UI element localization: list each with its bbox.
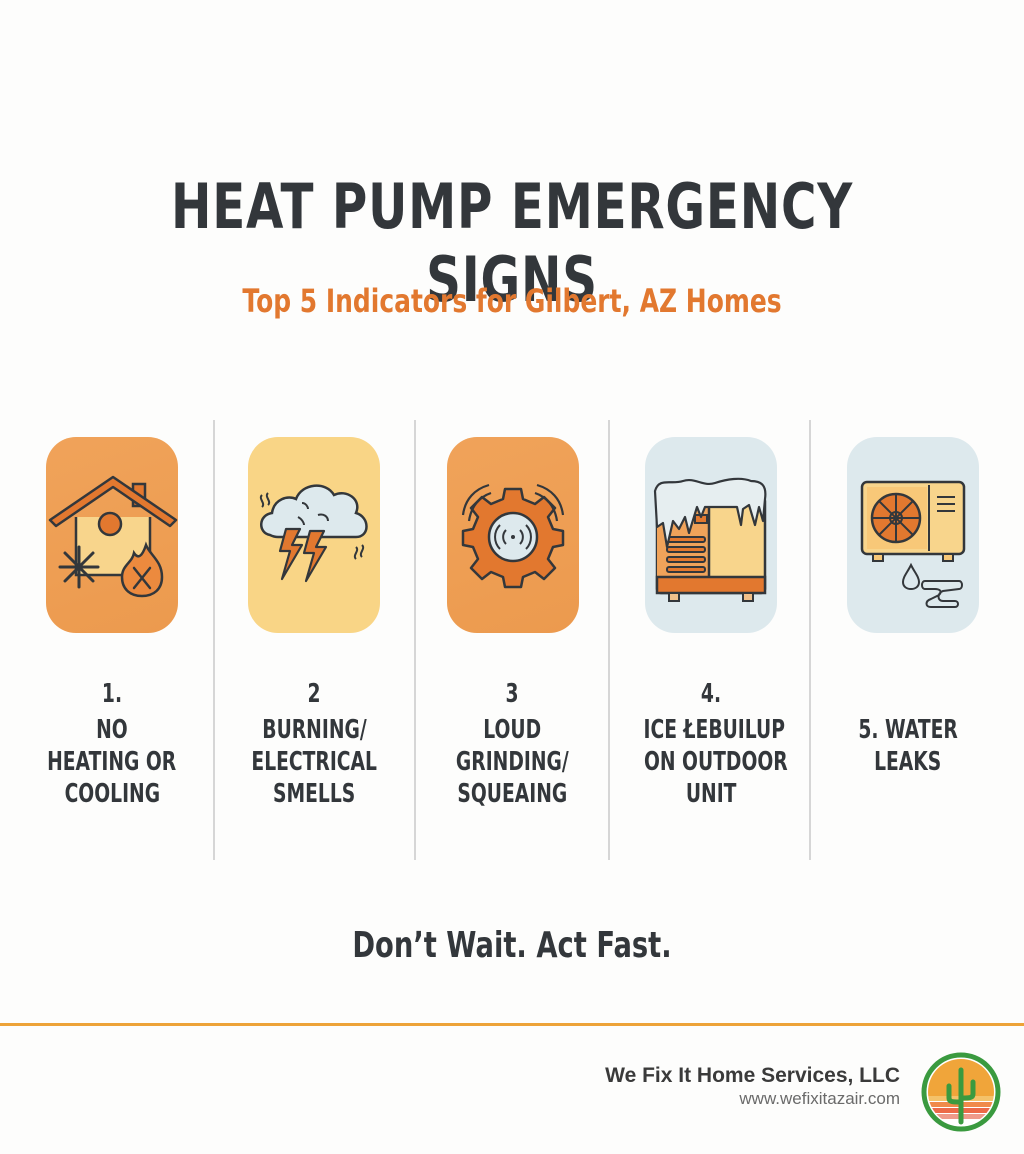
tagline: Don’t Wait. Act Fast.: [352, 925, 672, 966]
page-subtitle: Top 5 Indicators for Gilbert, AZ Homes: [242, 282, 782, 320]
company-url[interactable]: www.wefixitazair.com: [739, 1089, 900, 1108]
frozen-outdoor-unit-icon: [653, 477, 767, 602]
sign-label-1: 1. NO HEATING OR COOLING: [47, 679, 177, 809]
sign-card-5: [847, 437, 979, 633]
cactus-sunset-logo-icon: [921, 1052, 1001, 1132]
sign-label-4: 4. ICE ŁEBUILUP ON OUTDOOR UNIT: [643, 679, 788, 809]
storm-cloud-lightning-icon: [259, 484, 368, 583]
sign-label-5: 5. WATER LEAKS: [858, 715, 958, 777]
column-divider: [414, 420, 416, 860]
page-title: HEAT PUMP EMERGENCY SIGNS: [170, 170, 854, 316]
sign-label-3: 3 LOUD GRINDING/ SQUEAING: [455, 679, 569, 809]
column-divider: [608, 420, 610, 860]
sign-card-3: [447, 437, 579, 633]
sign-label-2: 2 BURNING/ ELECTRICAL SMELLS: [251, 679, 377, 809]
sign-card-4: [645, 437, 777, 633]
house-snowflake-flame-icon: [48, 475, 178, 598]
company-name: We Fix It Home Services, LLC: [605, 1064, 900, 1087]
column-divider: [809, 420, 811, 860]
sign-card-2: [248, 437, 380, 633]
column-divider: [213, 420, 215, 860]
leaking-ac-unit-icon: [860, 480, 966, 608]
sign-card-1: [46, 437, 178, 633]
gear-vibration-icon: [461, 483, 565, 589]
footer-divider: [0, 1023, 1024, 1026]
